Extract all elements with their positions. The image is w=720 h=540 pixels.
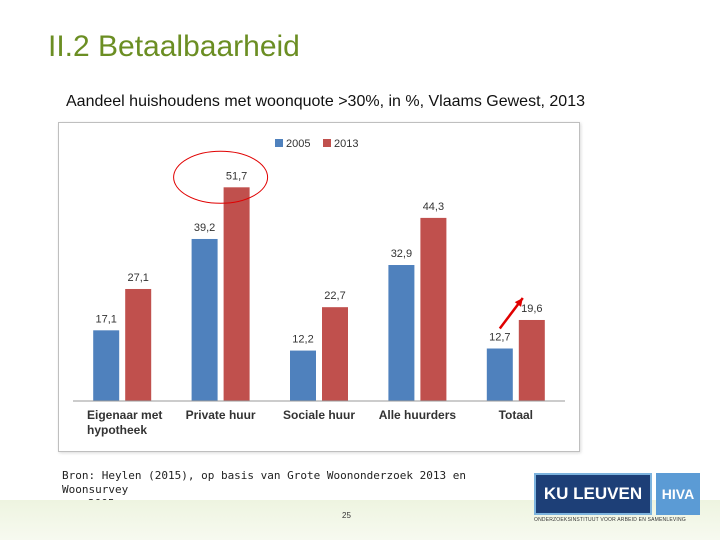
ku-leuven-logo: KU LEUVEN	[534, 473, 652, 515]
bar-2005-0	[93, 330, 120, 401]
bar-2005-3	[388, 265, 415, 401]
category-label-1-0: Private huur	[186, 408, 256, 422]
bar-2005-2	[290, 350, 316, 401]
bar-2013-0	[125, 288, 152, 401]
data-label-2013-0: 27,1	[127, 272, 148, 284]
category-label-0-0: Eigenaar met	[87, 408, 162, 422]
data-label-2013-2: 22,7	[324, 290, 345, 302]
page-number: 25	[342, 511, 351, 520]
category-label-3-0: Alle huurders	[379, 408, 457, 422]
category-label-0-1: hypotheek	[87, 423, 147, 437]
bar-2013-4	[518, 319, 545, 401]
legend-label-2005: 2005	[286, 138, 310, 150]
data-label-2013-3: 44,3	[423, 201, 444, 213]
slide-title: II.2 Betaalbaarheid	[48, 30, 300, 63]
data-label-2005-0: 17,1	[95, 313, 116, 325]
data-label-2005-1: 39,2	[194, 222, 215, 234]
highlight-circle	[173, 150, 269, 204]
source-line-1: Bron: Heylen (2015), op basis van Grote …	[62, 469, 466, 496]
chart-frame: 2005 2013 17,1 27,1 Eigenaar met hypotheek 39,…	[58, 122, 580, 452]
source-note: Bron: Heylen (2015), op basis van Grote …	[62, 469, 522, 511]
legend-swatch-2005	[275, 139, 283, 147]
bar-2013-2	[322, 307, 348, 401]
legend-label-2013: 2013	[334, 138, 358, 150]
data-label-2005-4: 12,7	[489, 332, 510, 344]
data-label-2013-1: 51,7	[226, 170, 247, 182]
data-label-2005-3: 32,9	[391, 248, 412, 260]
arrow-head	[514, 297, 523, 307]
bar-2013-3	[420, 217, 447, 401]
bar-2005-1	[191, 238, 218, 401]
category-label-2-0: Sociale huur	[283, 408, 355, 422]
data-label-2013-4: 19,6	[521, 303, 542, 315]
legend-swatch-2013	[323, 139, 331, 147]
logo-tagline: ONDERZOEKSINSTITUUT VOOR ARBEID EN SAMEN…	[534, 517, 686, 523]
data-label-2005-2: 12,2	[292, 334, 313, 346]
chart-subtitle: Aandeel huishoudens met woonquote >30%, …	[66, 93, 585, 110]
bar-2005-4	[486, 348, 513, 401]
bar-2013-1	[223, 187, 250, 401]
hiva-logo: HIVA	[656, 473, 700, 515]
category-label-4-0: Totaal	[499, 408, 533, 422]
